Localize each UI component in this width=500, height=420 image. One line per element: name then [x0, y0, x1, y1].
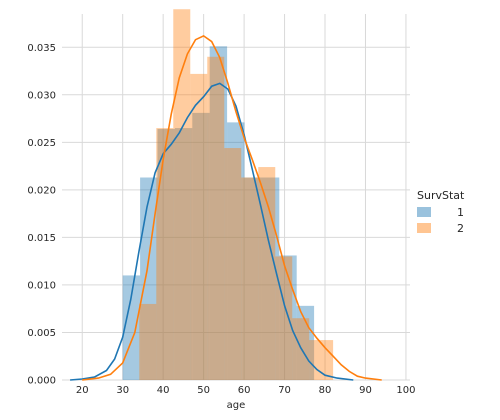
- y-tick-label: 0.035: [27, 43, 56, 54]
- x-tick-label: 60: [238, 385, 251, 396]
- x-tick-label: 30: [116, 385, 129, 396]
- x-tick-label: 70: [278, 385, 291, 396]
- x-axis-label: age: [227, 400, 246, 411]
- legend-title: SurvStat: [417, 189, 465, 202]
- y-tick-label: 0.025: [27, 138, 56, 149]
- x-tick-labels: 20 30 40 50 60 70 80 90 100: [76, 385, 416, 396]
- y-tick-labels: 0.000 0.005 0.010 0.015 0.020 0.025 0.030 0.035: [27, 43, 56, 387]
- y-tick-label: 0.000: [27, 376, 56, 387]
- histogram-bar-series-2: [190, 73, 208, 381]
- legend: SurvStat 1 2: [417, 189, 465, 235]
- histogram-bar-series-2: [309, 340, 334, 380]
- legend-swatch-series-2: [417, 223, 431, 233]
- kde-layer: [70, 34, 382, 381]
- histogram-bar-series-1: [244, 177, 262, 380]
- grid-layer: [62, 14, 410, 381]
- histogram-bar-series-1: [209, 46, 228, 380]
- x-tick-label: 20: [76, 385, 89, 396]
- histogram-bar-series-2: [173, 9, 191, 380]
- histogram-bar-series-1: [157, 129, 175, 380]
- x-tick-label: 90: [359, 385, 372, 396]
- kde-line-series-1: [70, 82, 354, 381]
- histogram-bar-series-1: [174, 128, 193, 380]
- x-tick-label: 100: [396, 385, 415, 396]
- y-tick-label: 0.030: [27, 90, 56, 101]
- histogram-bar-series-1: [192, 112, 210, 381]
- legend-label-series-2: 2: [457, 222, 464, 235]
- y-tick-label: 0.005: [27, 328, 56, 339]
- x-tick-label: 50: [197, 385, 210, 396]
- histogram-bar-series-2: [224, 148, 242, 380]
- legend-swatch-series-1: [417, 207, 431, 217]
- bars-layer: [122, 9, 334, 381]
- histogram-bar-series-2: [207, 56, 225, 380]
- kde-line-series-2: [82, 34, 382, 381]
- y-tick-label: 0.020: [27, 185, 56, 196]
- histogram-bar-series-2: [139, 303, 157, 380]
- legend-label-series-1: 1: [457, 206, 464, 219]
- histogram-bar-series-2: [156, 128, 174, 380]
- histogram-bar-series-2: [241, 177, 259, 380]
- y-tick-label: 0.015: [27, 233, 56, 244]
- histogram-bar-series-2: [275, 256, 293, 380]
- x-tick-label: 40: [157, 385, 170, 396]
- histogram-bar-series-2: [258, 167, 276, 380]
- y-tick-label: 0.010: [27, 280, 56, 291]
- x-tick-label: 80: [319, 385, 332, 396]
- histogram-bar-series-1: [227, 122, 245, 380]
